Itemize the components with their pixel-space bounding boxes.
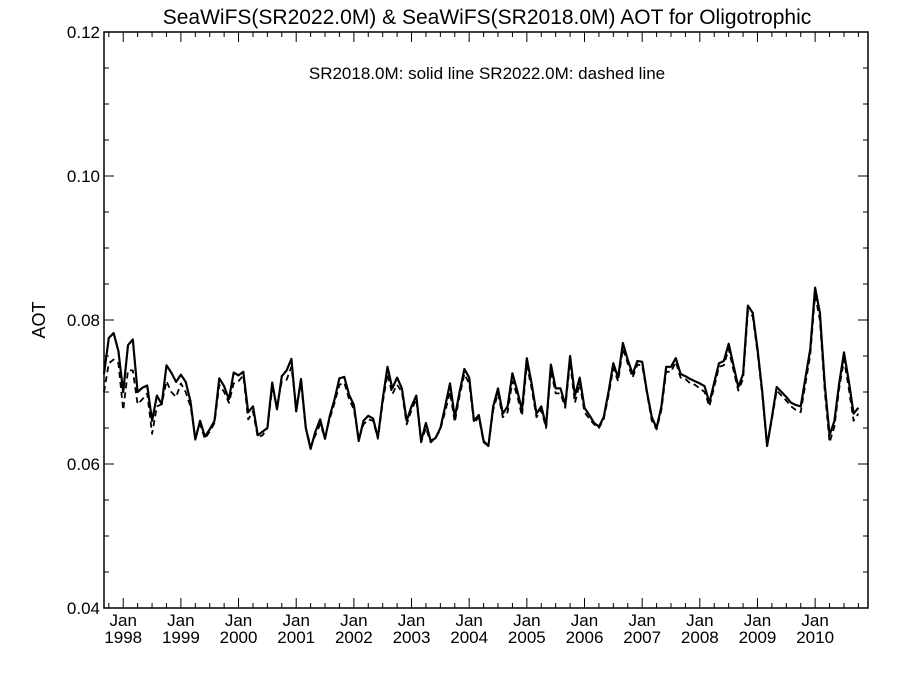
y-tick-label: 0.08 [67, 311, 100, 330]
x-tick-year-label: 2007 [623, 628, 661, 647]
x-tick-year-label: 2006 [566, 628, 604, 647]
chart-title: SeaWiFS(SR2022.0M) & SeaWiFS(SR2018.0M) … [163, 6, 812, 29]
x-tick-month-label: Jan [686, 611, 713, 630]
x-tick-month-label: Jan [628, 611, 655, 630]
x-tick-year-label: 2001 [277, 628, 315, 647]
x-tick-year-label: 2008 [681, 628, 719, 647]
y-tick-label: 0.06 [67, 455, 100, 474]
axis-tick-labels: 0.040.060.080.100.12Jan1998Jan1999Jan200… [67, 23, 834, 647]
series-lines [102, 286, 860, 450]
y-tick-label: 0.04 [67, 599, 100, 618]
y-axis-label: AOT [29, 301, 49, 338]
x-tick-year-label: 1998 [104, 628, 142, 647]
x-tick-month-label: Jan [110, 611, 137, 630]
series-line-sr2022-0m [103, 293, 860, 447]
x-tick-month-label: Jan [340, 611, 367, 630]
x-tick-year-label: 2004 [450, 628, 488, 647]
x-tick-month-label: Jan [455, 611, 482, 630]
x-tick-year-label: 2005 [508, 628, 546, 647]
x-tick-month-label: Jan [167, 611, 194, 630]
x-tick-year-label: 2003 [393, 628, 431, 647]
axis-ticks [104, 31, 868, 609]
y-tick-label: 0.12 [67, 23, 100, 42]
x-tick-month-label: Jan [513, 611, 540, 630]
series-line-sr2018-0m [102, 286, 860, 450]
x-tick-month-label: Jan [398, 611, 425, 630]
x-tick-year-label: 2002 [335, 628, 373, 647]
x-tick-year-label: 1999 [162, 628, 200, 647]
x-tick-year-label: 2010 [796, 628, 834, 647]
x-tick-month-label: Jan [282, 611, 309, 630]
x-tick-month-label: Jan [801, 611, 828, 630]
y-tick-label: 0.10 [67, 167, 100, 186]
x-tick-month-label: Jan [571, 611, 598, 630]
x-tick-year-label: 2000 [220, 628, 258, 647]
x-tick-month-label: Jan [225, 611, 252, 630]
x-tick-year-label: 2009 [739, 628, 777, 647]
x-tick-month-label: Jan [744, 611, 771, 630]
legend-annotation: SR2018.0M: solid line SR2022.0M: dashed … [309, 64, 665, 83]
